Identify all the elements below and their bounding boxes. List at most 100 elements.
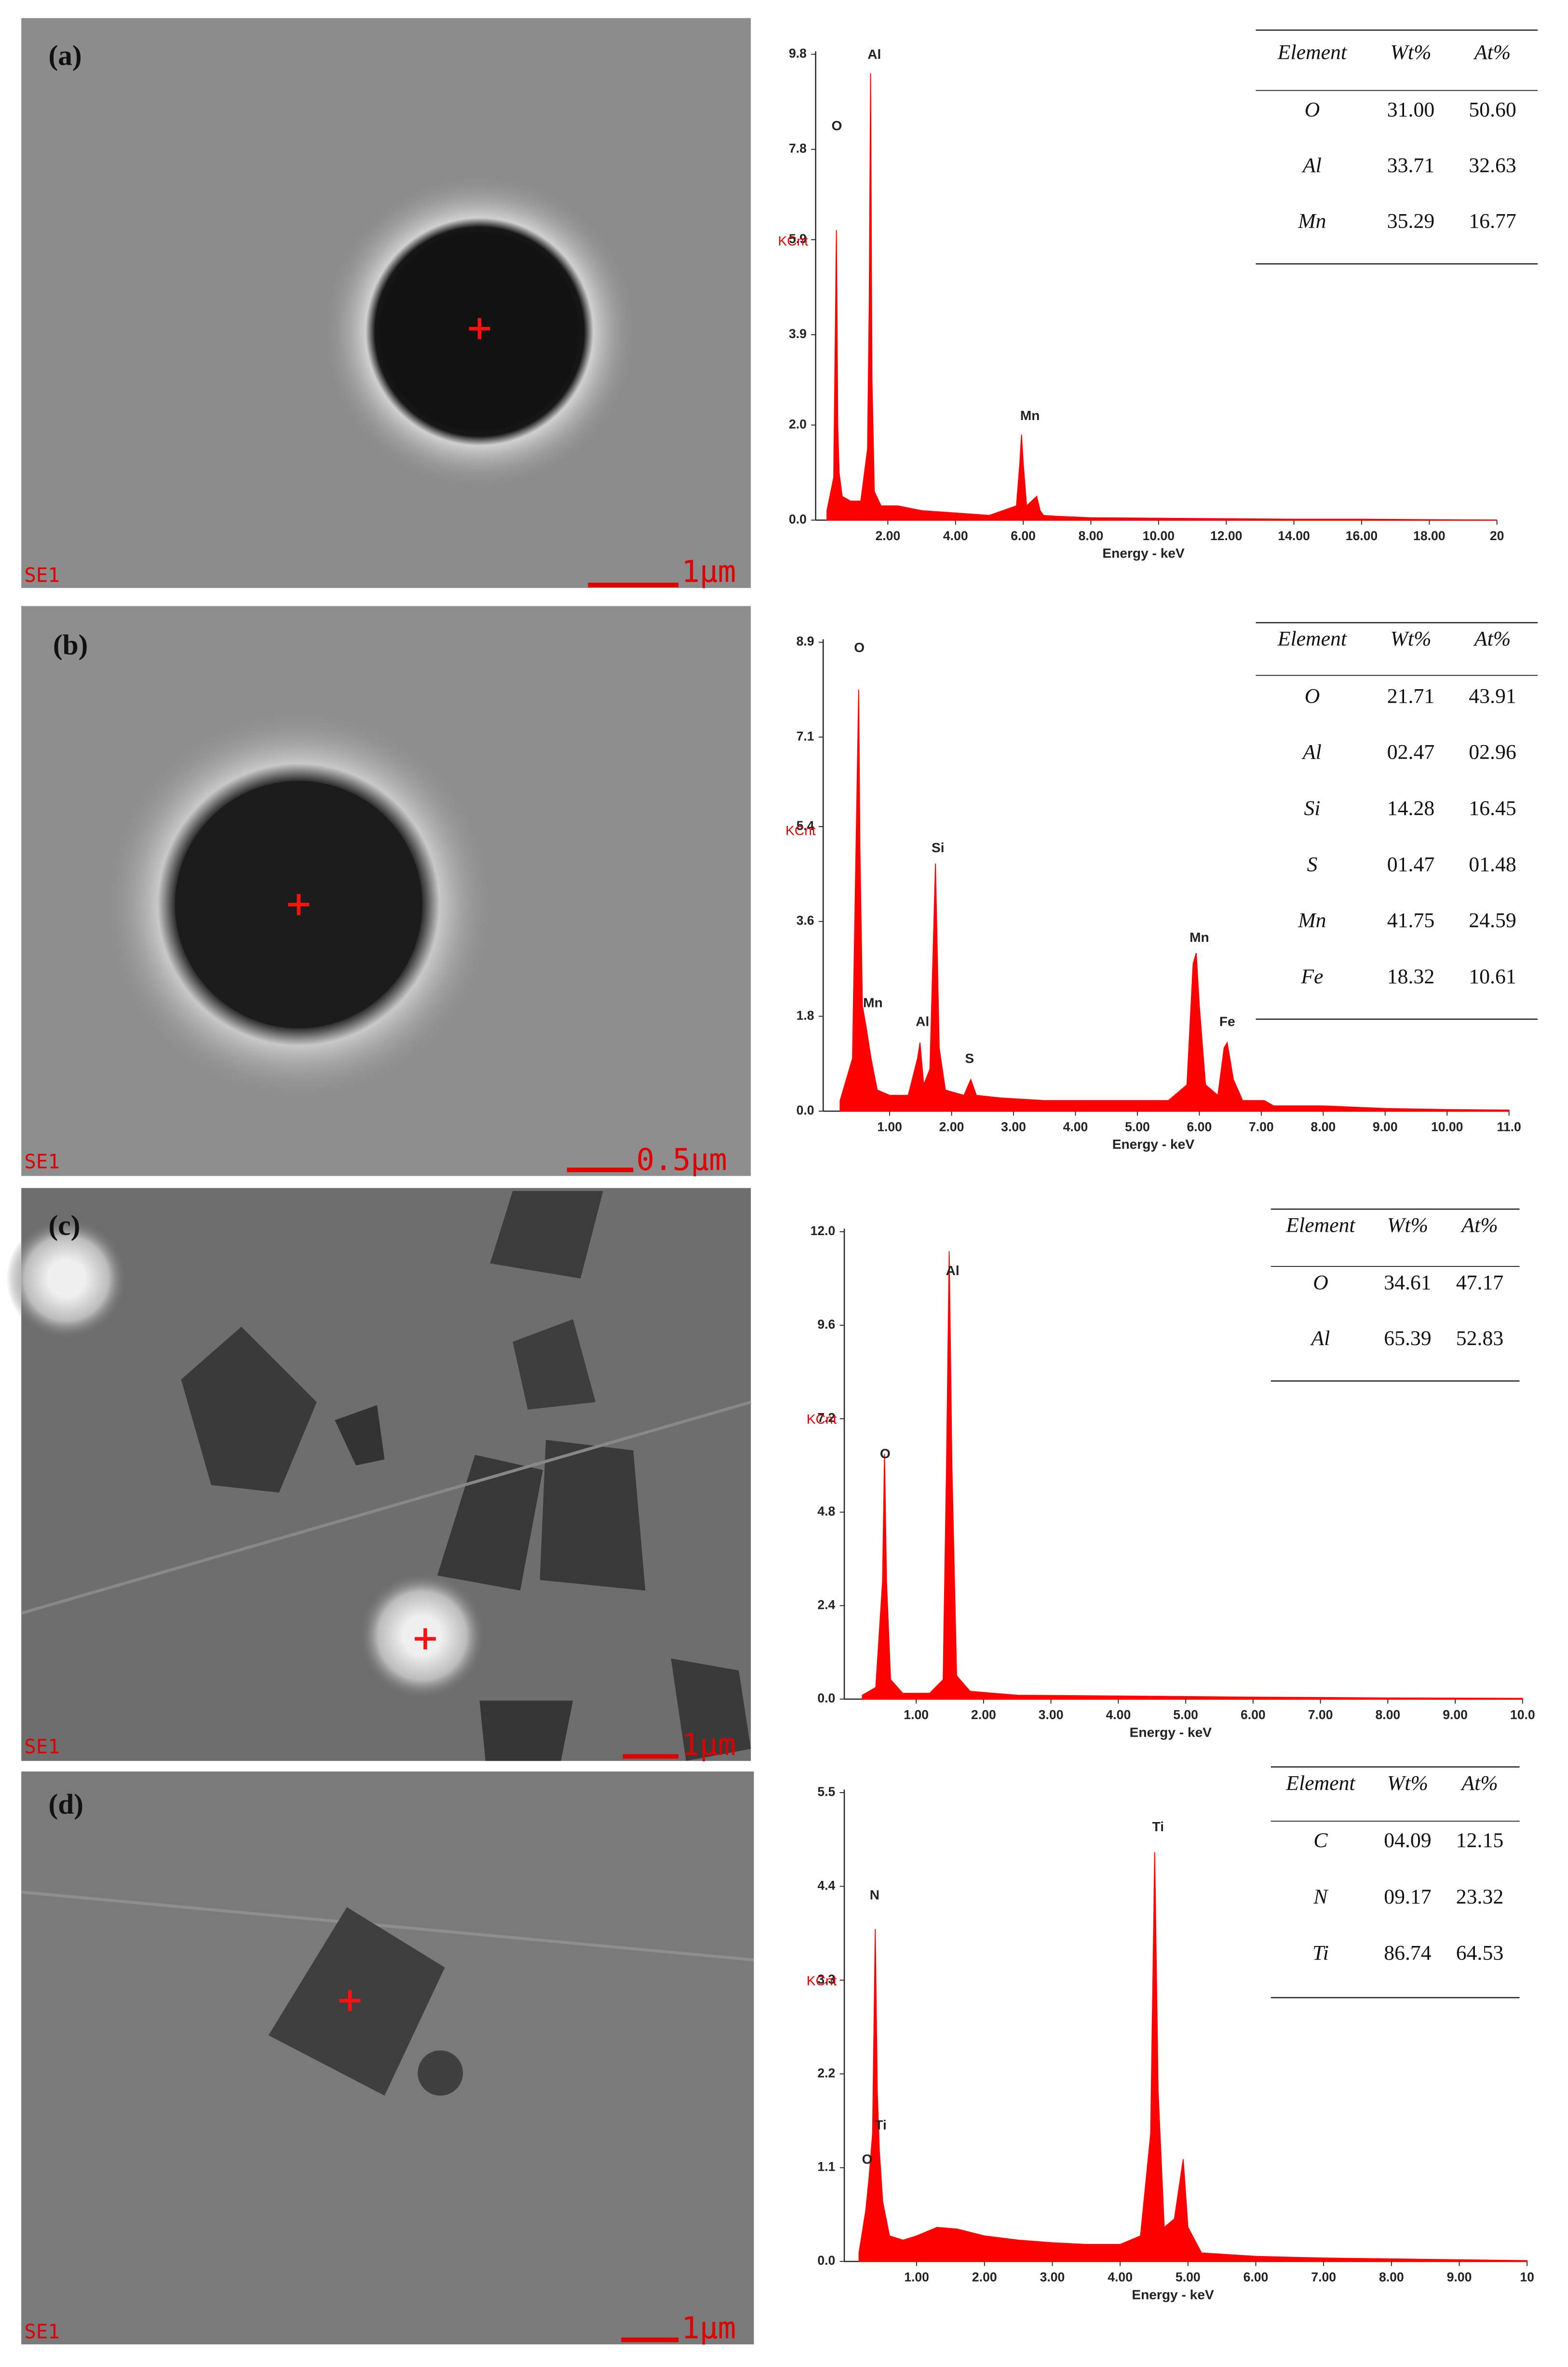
peak-label: N (870, 1887, 879, 1902)
table-cell: 02.47 (1387, 741, 1434, 764)
table-cell: Mn (1298, 210, 1326, 233)
table-cell: 41.75 (1387, 909, 1434, 932)
table-cell: 24.59 (1469, 909, 1516, 932)
spectrum (839, 690, 1510, 1112)
table-header: At% (1473, 41, 1511, 64)
x-tick-label: 1.00 (904, 2270, 929, 2285)
detector-label: SE1 (24, 1150, 59, 1173)
table-cell: 21.71 (1387, 684, 1434, 707)
y-tick-label: 3.3 (817, 1972, 835, 1986)
table-header: Wt% (1387, 1771, 1428, 1795)
table-cell: 31.00 (1387, 98, 1434, 121)
table-cell: Al (1301, 741, 1322, 764)
table-cell: Ti (1312, 1941, 1329, 1964)
x-tick-label: 3.00 (1039, 1708, 1064, 1722)
peak-label: Mn (1020, 408, 1040, 423)
table-cell: 18.32 (1387, 965, 1434, 988)
x-tick-label: 4.00 (943, 529, 968, 543)
peak-label: Al (916, 1014, 929, 1029)
x-tick-label: 9.00 (1373, 1119, 1398, 1134)
table-cell: 33.71 (1387, 154, 1434, 177)
x-tick-label: 7.00 (1249, 1119, 1274, 1134)
x-tick-label: 7.00 (1311, 2270, 1336, 2285)
sem-image (21, 606, 751, 1176)
detector-label: SE1 (24, 564, 59, 587)
table-cell: 10.61 (1469, 965, 1516, 988)
crosshair (339, 1990, 361, 2012)
table-cell: Si (1304, 797, 1320, 820)
x-tick-label: 8.00 (1379, 2270, 1404, 2285)
x-tick-label: 2.00 (972, 2270, 997, 2285)
table-header: Wt% (1390, 627, 1431, 651)
y-tick-label: 9.6 (817, 1317, 835, 1332)
x-tick-label: 4.00 (1063, 1119, 1088, 1134)
panel-label: (a) (48, 39, 81, 71)
table-cell: N (1313, 1885, 1329, 1908)
x-tick-label: 2.00 (939, 1119, 964, 1134)
x-tick-label: 18.00 (1413, 529, 1445, 543)
table-header: Element (1277, 41, 1348, 64)
table-cell: 34.61 (1384, 1271, 1431, 1294)
x-tick-label: 7.00 (1308, 1708, 1333, 1722)
x-tick-label: 8.00 (1311, 1119, 1336, 1134)
x-tick-label: 9.00 (1447, 2270, 1472, 2285)
x-axis-label: Energy - keV (1102, 546, 1185, 561)
y-tick-label: 1.1 (817, 2160, 835, 2174)
x-tick-label: 10.00 (1143, 529, 1175, 543)
y-tick-label: 0.0 (797, 1103, 814, 1117)
peak-label: Fe (1219, 1014, 1235, 1029)
peak-label: S (965, 1051, 974, 1066)
table-header: At% (1460, 1771, 1498, 1795)
y-tick-label: 8.9 (797, 634, 814, 649)
table-cell: 09.17 (1384, 1885, 1431, 1908)
y-tick-label: 4.4 (817, 1878, 835, 1892)
x-axis-label: Energy - keV (1132, 2287, 1214, 2302)
panel-label: (d) (48, 1788, 83, 1820)
table-cell: 14.28 (1387, 797, 1434, 820)
y-tick-label: 0.0 (817, 1691, 835, 1705)
table-cell: S (1307, 853, 1317, 876)
table-header: Wt% (1387, 1214, 1428, 1237)
y-tick-label: 3.9 (789, 326, 807, 341)
sem-image (6, 1188, 752, 1761)
table-header: At% (1473, 627, 1511, 651)
spectrum (862, 1251, 1523, 1700)
table-cell: 43.91 (1469, 684, 1516, 707)
table-cell: O (1305, 684, 1320, 707)
x-tick-label: 4.00 (1108, 2270, 1133, 2285)
x-tick-label: 1.00 (904, 1708, 929, 1722)
sem-image (21, 18, 751, 588)
x-tick-label: 6.00 (1011, 529, 1036, 543)
y-tick-label: 7.1 (797, 729, 814, 743)
y-tick-label: 5.4 (797, 818, 814, 833)
table-cell: 86.74 (1384, 1941, 1432, 1964)
table-cell: 65.39 (1384, 1327, 1431, 1350)
x-tick-label: 6.00 (1241, 1708, 1266, 1722)
table-cell: 35.29 (1387, 210, 1434, 233)
crosshair (415, 1628, 436, 1649)
peak-label: Ti (875, 2118, 887, 2133)
x-tick-label: 10.0 (1510, 1708, 1535, 1722)
x-tick-label: 6.00 (1187, 1119, 1212, 1134)
panel-label: (c) (48, 1209, 80, 1241)
spectrum (858, 1852, 1528, 2262)
x-tick-label: 12.00 (1210, 529, 1242, 543)
table-header: At% (1460, 1214, 1498, 1237)
table-cell: Al (1310, 1327, 1330, 1350)
peak-label: O (862, 2151, 872, 2166)
table-cell: O (1305, 98, 1320, 121)
y-tick-label: 0.0 (817, 2253, 835, 2268)
y-tick-label: 4.8 (817, 1504, 835, 1519)
table-cell: 12.15 (1456, 1829, 1503, 1852)
table-cell: 04.09 (1384, 1829, 1431, 1852)
y-tick-label: 0.0 (789, 512, 807, 527)
table-cell: Fe (1300, 965, 1323, 988)
x-tick-label: 9.00 (1443, 1708, 1468, 1722)
table-cell: 01.48 (1469, 853, 1516, 876)
crosshair (469, 318, 490, 340)
x-tick-label: 20 (1490, 529, 1504, 543)
scale-label: 0.5μm (636, 1142, 727, 1177)
scale-label: 1μm (681, 1727, 736, 1762)
peak-label: Mn (863, 995, 883, 1010)
